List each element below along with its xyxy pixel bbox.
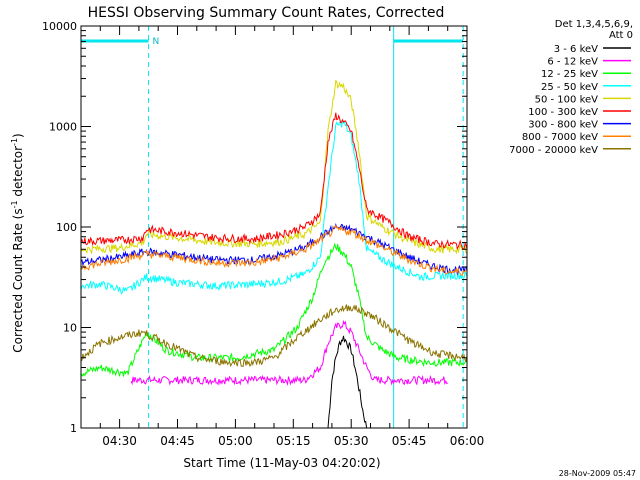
series-line-4 <box>80 79 468 255</box>
legend-label: 25 - 50 keV <box>541 82 598 93</box>
x-tick-label: 05:15 <box>276 434 311 448</box>
series-line-1 <box>130 319 448 386</box>
legend-label: 300 - 800 keV <box>528 120 598 131</box>
series-line-8 <box>80 304 468 368</box>
legend-label: 3 - 6 keV <box>554 44 598 55</box>
night-marker-label: N <box>153 37 160 47</box>
y-tick-label: 10 <box>63 322 77 335</box>
x-tick-label: 04:45 <box>160 434 195 448</box>
plot-frame <box>80 25 468 429</box>
series-line-7 <box>80 224 468 276</box>
legend-header-line-2: Att 0 <box>609 30 633 41</box>
legend-label: 800 - 7000 keV <box>522 132 598 143</box>
y-tick-label: 10000 <box>42 20 77 33</box>
y-tick-label: 1000 <box>49 121 77 134</box>
x-tick-label: 05:00 <box>218 434 253 448</box>
series-line-0 <box>327 335 368 429</box>
legend-header-line-1: Det 1,3,4,5,6,9, <box>555 19 633 30</box>
y-tick-label: 1 <box>70 422 77 435</box>
legend-label: 6 - 12 keV <box>547 57 598 68</box>
x-axis-label: Start Time (11-May-03 04:20:02) <box>183 456 380 470</box>
series-line-3 <box>80 119 468 295</box>
legend-label: 100 - 300 keV <box>528 107 598 118</box>
y-tick-label: 100 <box>56 221 77 234</box>
y-axis-label: Corrected Count Rate (s-1 detector-1) <box>10 133 25 352</box>
legend: Det 1,3,4,5,6,9, Att 0 3 - 6 keV 6 - 12 k… <box>509 19 633 156</box>
legend-label: 12 - 25 keV <box>541 69 598 80</box>
x-tick-label: 05:30 <box>334 434 369 448</box>
timestamp: 28-Nov-2009 05:47 <box>559 469 636 478</box>
x-tick-label: 04:30 <box>102 434 137 448</box>
series-line-5 <box>80 112 468 250</box>
legend-label: 7000 - 20000 keV <box>509 145 598 156</box>
legend-label: 50 - 100 keV <box>535 94 599 105</box>
series-line-6 <box>80 222 468 276</box>
chart-title: HESSI Observing Summary Count Rates, Cor… <box>88 5 445 21</box>
x-tick-label: 06:00 <box>450 434 485 448</box>
x-tick-label: 05:45 <box>392 434 427 448</box>
